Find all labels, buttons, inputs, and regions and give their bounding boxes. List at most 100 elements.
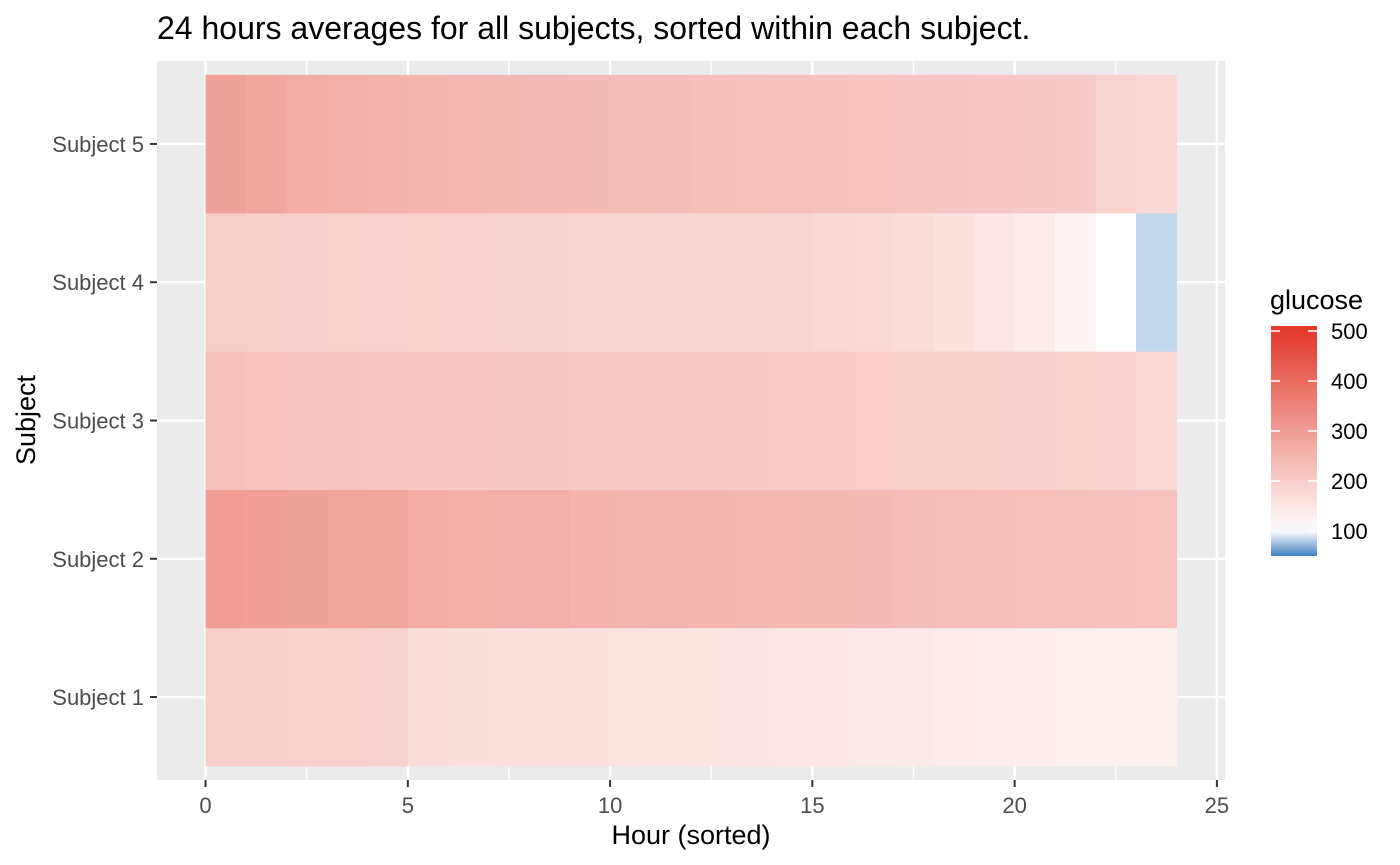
heatmap-cell [448,351,490,490]
heatmap-cell [205,489,247,629]
heatmap-cell [893,213,935,352]
heatmap-cell [933,627,975,767]
heatmap-cell [246,351,288,490]
x-tick-label: 0 [199,793,211,818]
heatmap-cell [569,627,611,767]
heatmap-cell [1014,351,1056,490]
heatmap-cell [852,74,894,214]
legend-colorbar [1271,326,1317,556]
heatmap-cell [812,74,854,214]
legend-ticks: 100 200 300 400 500 [1271,319,1368,544]
heatmap-cell [1055,627,1097,767]
heatmap-cell [407,74,449,214]
heatmap-cell [933,213,975,352]
heatmap-cell [529,351,571,490]
chart-title: 24 hours averages for all subjects, sort… [157,10,1030,46]
heatmap-cell [246,74,288,214]
heatmap-cell [326,489,368,629]
legend: glucose 100 200 300 400 500 [1270,285,1368,556]
heatmap-cell [852,627,894,767]
heatmap-cell [488,74,530,214]
heatmap-cell [286,627,328,767]
heatmap-cell [326,213,368,352]
heatmap-cell [246,627,288,767]
x-axis-title: Hour (sorted) [611,820,770,850]
heatmap-cell [529,74,571,214]
heatmap-cell [326,74,368,214]
heatmap-cell [569,351,611,490]
heatmap-cell [326,351,368,490]
x-tick-label: 20 [1002,793,1026,818]
heatmap-cell [529,627,571,767]
x-tick-label: 25 [1205,793,1229,818]
heatmap-cell [771,213,813,352]
heatmap-cell [610,74,652,214]
heatmap-cell [812,627,854,767]
heatmap-cell [731,489,773,629]
heatmap-cell [771,489,813,629]
heatmap-cell [1095,213,1137,352]
heatmap-cell [367,489,409,629]
heatmap-cell [529,489,571,629]
heatmap-cell [650,351,692,490]
heatmap-cell [246,213,288,352]
heatmap-cell [1136,627,1178,767]
heatmap-cell [812,351,854,490]
heatmap-cell [852,489,894,629]
x-axis: 0 5 10 15 20 25 [199,780,1229,818]
heatmap-cell [852,351,894,490]
y-axis-title: Subject [11,374,41,465]
heatmap-cell [569,213,611,352]
heatmap-cell [286,489,328,629]
heatmap-cell [205,74,247,214]
heatmap-cell [448,489,490,629]
heatmap-cell [610,627,652,767]
heatmap-cell [650,489,692,629]
heatmap-cell [610,489,652,629]
legend-tick-label: 300 [1331,419,1368,444]
heatmap-cell [1095,627,1137,767]
heatmap-cell [731,351,773,490]
heatmap-cell [812,489,854,629]
heatmap-cell [771,627,813,767]
heatmap-cells [205,74,1178,767]
heatmap-cell [974,489,1016,629]
heatmap-cell [933,351,975,490]
heatmap-cell [1014,74,1056,214]
heatmap-cell [1136,351,1178,490]
heatmap-cell [812,213,854,352]
heatmap-cell [367,74,409,214]
heatmap-cell [1014,489,1056,629]
heatmap-cell [1095,74,1137,214]
heatmap-cell [691,351,733,490]
heatmap-cell [650,74,692,214]
heatmap-cell [1055,213,1097,352]
x-tick-label: 10 [598,793,622,818]
heatmap-cell [448,213,490,352]
heatmap-cell [1136,74,1178,214]
legend-tick-label: 100 [1331,519,1368,544]
heatmap-cell [367,351,409,490]
heatmap-cell [893,74,935,214]
heatmap-cell [286,351,328,490]
heatmap-cell [933,489,975,629]
heatmap-cell [852,213,894,352]
heatmap-cell [1095,351,1137,490]
heatmap-cell [1014,213,1056,352]
heatmap-cell [367,213,409,352]
heatmap-cell [893,351,935,490]
heatmap-cell [286,74,328,214]
heatmap-cell [205,213,247,352]
heatmap-cell [974,213,1016,352]
heatmap-cell [205,351,247,490]
heatmap-cell [407,489,449,629]
heatmap-cell [1136,213,1178,352]
heatmap-cell [1095,489,1137,629]
heatmap-cell [1136,489,1178,629]
x-tick-label: 15 [800,793,824,818]
heatmap-cell [205,627,247,767]
heatmap-cell [488,213,530,352]
heatmap-cell [731,627,773,767]
y-tick-label: Subject 5 [52,132,144,157]
